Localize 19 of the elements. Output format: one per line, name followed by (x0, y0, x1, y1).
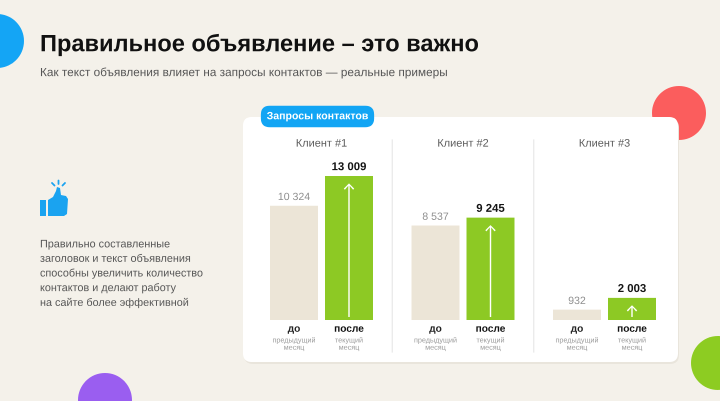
data-label: 2 003 (618, 284, 646, 292)
x-tick-label: Клиент #3 (580, 138, 630, 147)
bar (270, 206, 318, 320)
data-label: 932 (568, 296, 586, 304)
bar (608, 298, 656, 320)
data-label: 10 324 (278, 192, 310, 200)
bar (325, 176, 373, 320)
x-tick-label: Клиент #2 (438, 138, 488, 147)
bar (466, 218, 514, 320)
x-tick-label: Клиент #1 (296, 139, 347, 147)
text: Запросы контактов (266, 112, 368, 122)
chart-subtitle: Как текст объявления влияет на запросы контактов — реальные примеры (40, 67, 447, 79)
bar (412, 226, 460, 320)
data-label: 8 537 (422, 212, 448, 220)
bar (553, 310, 601, 320)
chart-title: Правильное объявление – это важно (42, 34, 478, 56)
text: Правильно составленные заголовок и текст объявления способны увеличить количество контактов и делают работу на сайте более эффективной (40, 240, 203, 308)
data-label: 13 009 (332, 162, 366, 170)
data-label: 9 245 (476, 204, 504, 212)
